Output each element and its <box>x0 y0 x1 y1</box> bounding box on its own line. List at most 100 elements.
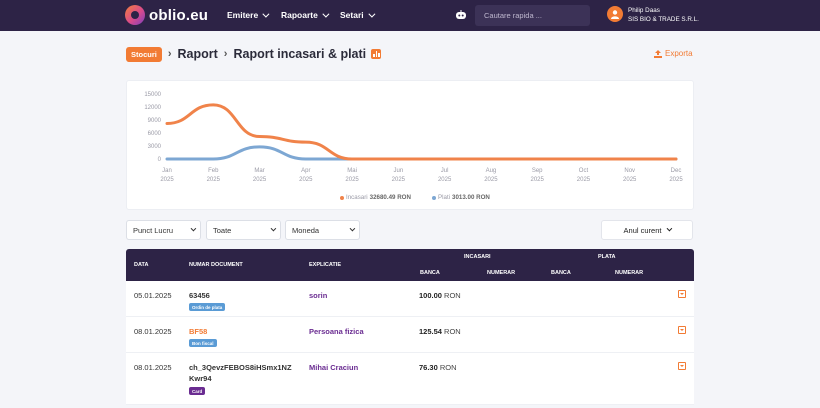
period-value: Anul curent <box>623 225 662 235</box>
legend-dot-icon <box>340 195 344 200</box>
legend-incasari[interactable]: Incasari 32680.49 RON <box>340 194 411 201</box>
row-date: 08.01.2025 <box>134 363 172 372</box>
series-line-plati <box>165 145 678 161</box>
x-tick-year: 2025 <box>207 177 221 183</box>
row-explanation-link[interactable]: Persoana fizica <box>309 327 364 336</box>
row-document-number[interactable]: BF58 <box>189 327 208 336</box>
row-document-type-badge: Bon fiscal <box>189 339 217 347</box>
user-name: Philip Daas <box>628 7 660 14</box>
nav-rapoarte-label: Rapoarte <box>281 10 318 20</box>
x-tick-year: 2025 <box>438 177 452 183</box>
row-explanation-link[interactable]: sorin <box>309 291 328 300</box>
row-document-type-badge: Card <box>189 387 206 395</box>
legend-plati-name: Plati <box>438 194 451 201</box>
col-incasari: INCASARI <box>464 254 491 260</box>
row-document-number[interactable]: ch_3QevzFEBOS8iHSmx1NZ <box>189 363 292 372</box>
x-tick-label: Feb <box>208 168 219 174</box>
row-currency: RON <box>444 327 461 336</box>
upload-icon <box>654 49 662 58</box>
row-incasari-banca: 100.00 RON <box>419 291 461 300</box>
nav-emitere[interactable]: Emitere <box>227 10 270 20</box>
user-avatar[interactable] <box>607 6 623 22</box>
nav-setari[interactable]: Setari <box>340 10 376 20</box>
punct-lucru-select[interactable]: Punct Lucru <box>126 220 201 240</box>
row-currency: RON <box>444 291 461 300</box>
nav-rapoarte[interactable]: Rapoarte <box>281 10 330 20</box>
col-incasari-banca[interactable]: BANCA <box>420 270 440 276</box>
breadcrumb-separator-icon: › <box>223 48 228 60</box>
chevron-down-icon <box>190 225 197 232</box>
col-plata: PLATA <box>598 254 616 260</box>
company-name: SIS BIO & TRADE S.R.L. <box>628 15 699 23</box>
x-tick-year: 2025 <box>669 177 683 183</box>
col-plata-numerar[interactable]: NUMERAR <box>615 270 644 276</box>
caret-down-icon <box>680 293 684 295</box>
col-data[interactable]: DATA <box>134 262 149 268</box>
toate-select[interactable]: Toate <box>206 220 281 240</box>
y-tick-label: 6000 <box>148 131 162 137</box>
breadcrumb-stocuri[interactable]: Stocuri <box>126 46 162 62</box>
punct-lucru-value: Punct Lucru <box>133 225 174 235</box>
row-explanation-link[interactable]: Mihai Craciun <box>309 363 359 372</box>
x-tick-label: Jul <box>441 168 449 174</box>
period-dropdown[interactable]: Anul curent <box>601 220 693 240</box>
x-tick-year: 2025 <box>531 177 545 183</box>
row-incasari-banca: 76.30 RON <box>419 363 457 372</box>
row-incasari-banca: 125.54 RON <box>419 327 461 336</box>
legend-plati[interactable]: Plati 3013.00 RON <box>432 194 490 201</box>
row-expand-button[interactable] <box>678 290 686 298</box>
x-tick-year: 2025 <box>345 177 359 183</box>
col-numar-document[interactable]: NUMAR DOCUMENT <box>189 262 243 268</box>
x-tick-label: Nov <box>624 168 635 174</box>
top-navbar: oblio.eu Emitere Rapoarte Setari Philip … <box>0 0 820 31</box>
row-document-number-cont[interactable]: Kwr94 <box>189 374 212 383</box>
logo-text: oblio.eu <box>149 6 209 24</box>
x-tick-year: 2025 <box>392 177 406 183</box>
breadcrumb-separator-icon: › <box>167 48 172 60</box>
y-tick-label: 0 <box>158 157 162 163</box>
x-tick-label: Apr <box>301 168 310 174</box>
row-document-number[interactable]: 63456 <box>189 291 210 300</box>
y-tick-label: 9000 <box>148 118 162 124</box>
user-menu[interactable]: Philip Daas SIS BIO & TRADE S.R.L. <box>628 7 699 24</box>
export-label: Exporta <box>665 49 693 58</box>
legend-incasari-total: 32680.49 RON <box>369 194 411 201</box>
caret-down-icon <box>680 365 684 367</box>
chevron-down-icon <box>262 10 270 18</box>
x-tick-label: Jun <box>394 168 404 174</box>
row-amount: 100.00 <box>419 291 442 300</box>
row-date: 08.01.2025 <box>134 327 172 336</box>
toate-value: Toate <box>213 225 232 235</box>
moneda-select[interactable]: Moneda <box>285 220 360 240</box>
row-expand-button[interactable] <box>678 326 686 334</box>
row-amount: 76.30 <box>419 363 438 372</box>
col-explicatie[interactable]: EXPLICATIE <box>309 262 341 268</box>
col-plata-banca[interactable]: BANCA <box>551 270 571 276</box>
x-tick-label: Dec <box>671 168 682 174</box>
x-tick-year: 2025 <box>484 177 498 183</box>
export-button[interactable]: Exporta <box>654 49 693 58</box>
x-tick-year: 2025 <box>623 177 637 183</box>
y-tick-label: 12000 <box>144 105 161 111</box>
x-tick-year: 2025 <box>160 177 174 183</box>
user-icon <box>611 9 619 19</box>
chevron-down-icon <box>322 10 330 18</box>
x-tick-label: Sep <box>532 168 543 174</box>
row-date: 05.01.2025 <box>134 291 172 300</box>
quick-search-input[interactable] <box>475 5 590 26</box>
breadcrumb-raport[interactable]: Raport <box>177 47 218 61</box>
row-expand-button[interactable] <box>678 362 686 370</box>
chevron-down-icon <box>667 225 673 232</box>
assistant-bot-icon[interactable] <box>455 10 467 20</box>
x-tick-label: Aug <box>486 168 497 174</box>
nav-setari-label: Setari <box>340 10 364 20</box>
breadcrumb: Stocuri › Raport › Raport incasari & pla… <box>126 46 382 62</box>
row-document-type-badge: Ordin de plata <box>189 303 226 311</box>
legend-plati-total: 3013.00 RON <box>452 194 490 201</box>
caret-down-icon <box>680 329 684 331</box>
col-incasari-numerar[interactable]: NUMERAR <box>487 270 516 276</box>
x-tick-label: Oct <box>579 168 589 174</box>
bar-chart-icon[interactable] <box>371 49 382 59</box>
row-amount: 125.54 <box>419 327 442 336</box>
logo[interactable]: oblio.eu <box>125 5 208 25</box>
